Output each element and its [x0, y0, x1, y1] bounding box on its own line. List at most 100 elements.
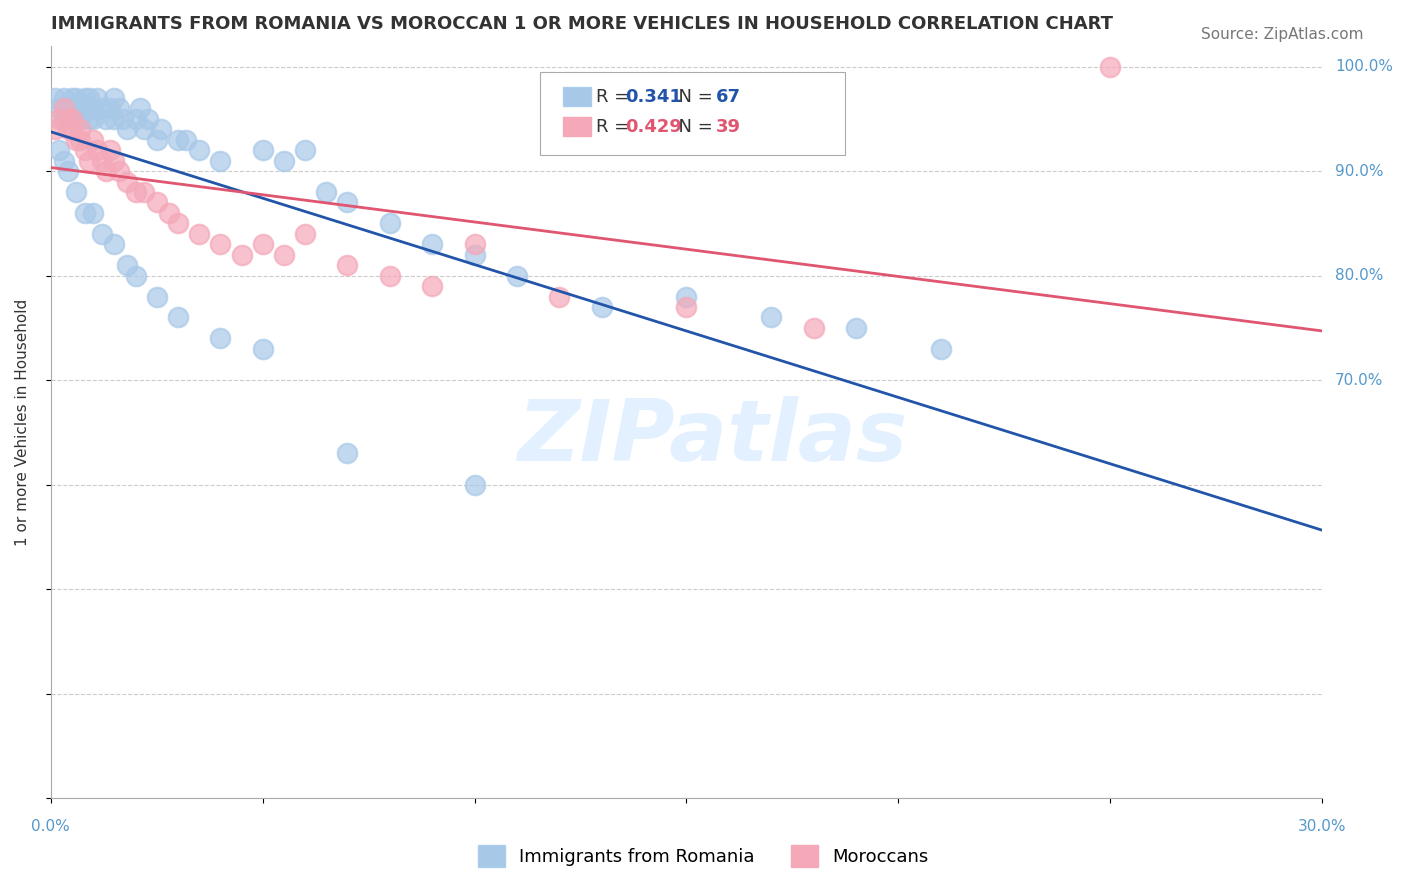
Point [128, 102, 150, 116]
Text: 0.429: 0.429 [626, 118, 682, 136]
Point [103, 153, 125, 168]
Point [73, 91, 96, 105]
Text: 39: 39 [716, 118, 741, 136]
Point [69, 133, 91, 147]
Point [48, 102, 70, 116]
Text: 0.341: 0.341 [626, 87, 682, 106]
Point [252, 237, 274, 252]
Point [77, 112, 100, 126]
Point [82, 206, 104, 220]
FancyBboxPatch shape [540, 72, 845, 155]
Point [94, 112, 117, 126]
Point [231, 248, 253, 262]
Point [77, 91, 100, 105]
Point [44, 122, 66, 136]
Point [115, 258, 138, 272]
Text: N =: N = [668, 118, 718, 136]
Point [115, 175, 138, 189]
Point [52, 91, 75, 105]
Point [90, 153, 112, 168]
Point [591, 300, 613, 314]
Point [82, 112, 104, 126]
Point [60, 102, 83, 116]
Text: 67: 67 [716, 87, 741, 106]
Point [60, 91, 83, 105]
Y-axis label: 1 or more Vehicles in Household: 1 or more Vehicles in Household [15, 298, 30, 546]
Point [86, 91, 108, 105]
Point [124, 185, 146, 199]
Point [146, 133, 169, 147]
Point [336, 195, 359, 210]
Text: 70.0%: 70.0% [1334, 373, 1384, 388]
Point [98, 102, 121, 116]
Point [378, 216, 401, 230]
Point [69, 122, 91, 136]
Point [65, 102, 87, 116]
Point [65, 133, 87, 147]
Point [294, 143, 316, 157]
Point [188, 227, 211, 241]
Text: R =: R = [596, 118, 636, 136]
Point [111, 112, 134, 126]
Point [94, 164, 117, 178]
Point [176, 133, 198, 147]
Point [420, 237, 443, 252]
Legend: Immigrants from Romania, Moroccans: Immigrants from Romania, Moroccans [471, 838, 935, 874]
Point [107, 164, 129, 178]
Text: IMMIGRANTS FROM ROMANIA VS MOROCCAN 1 OR MORE VEHICLES IN HOUSEHOLD CORRELATION : IMMIGRANTS FROM ROMANIA VS MOROCCAN 1 OR… [51, 15, 1112, 33]
Point [56, 112, 79, 126]
Point [252, 342, 274, 356]
Point [761, 310, 783, 325]
Point [90, 102, 112, 116]
Point [506, 268, 529, 283]
Point [60, 112, 83, 126]
Point [52, 112, 75, 126]
Text: Source: ZipAtlas.com: Source: ZipAtlas.com [1201, 27, 1364, 42]
Point [209, 153, 232, 168]
Point [167, 216, 190, 230]
Point [73, 102, 96, 116]
Point [103, 237, 125, 252]
Point [103, 91, 125, 105]
FancyBboxPatch shape [564, 87, 591, 106]
Point [315, 185, 337, 199]
Point [48, 112, 70, 126]
Point [132, 185, 155, 199]
Point [65, 185, 87, 199]
Point [464, 248, 486, 262]
Point [136, 112, 159, 126]
Point [52, 102, 75, 116]
Point [56, 122, 79, 136]
Point [378, 268, 401, 283]
Point [103, 112, 125, 126]
Text: ZIPatlas: ZIPatlas [517, 395, 907, 478]
Point [167, 310, 190, 325]
Point [420, 279, 443, 293]
Text: 100.0%: 100.0% [1334, 59, 1393, 74]
Point [82, 102, 104, 116]
Point [56, 164, 79, 178]
Point [548, 289, 571, 303]
Point [273, 248, 295, 262]
Point [273, 153, 295, 168]
Point [107, 102, 129, 116]
Point [294, 227, 316, 241]
Point [146, 195, 169, 210]
Point [132, 122, 155, 136]
Point [56, 102, 79, 116]
Point [60, 112, 83, 126]
Point [188, 143, 211, 157]
Point [845, 321, 868, 335]
Point [44, 91, 66, 105]
Text: R =: R = [596, 87, 636, 106]
Point [124, 268, 146, 283]
Text: 90.0%: 90.0% [1334, 163, 1384, 178]
Point [82, 133, 104, 147]
Point [150, 122, 173, 136]
Point [146, 289, 169, 303]
Point [52, 153, 75, 168]
Point [336, 446, 359, 460]
Point [159, 206, 181, 220]
Point [675, 289, 697, 303]
FancyBboxPatch shape [564, 117, 591, 136]
